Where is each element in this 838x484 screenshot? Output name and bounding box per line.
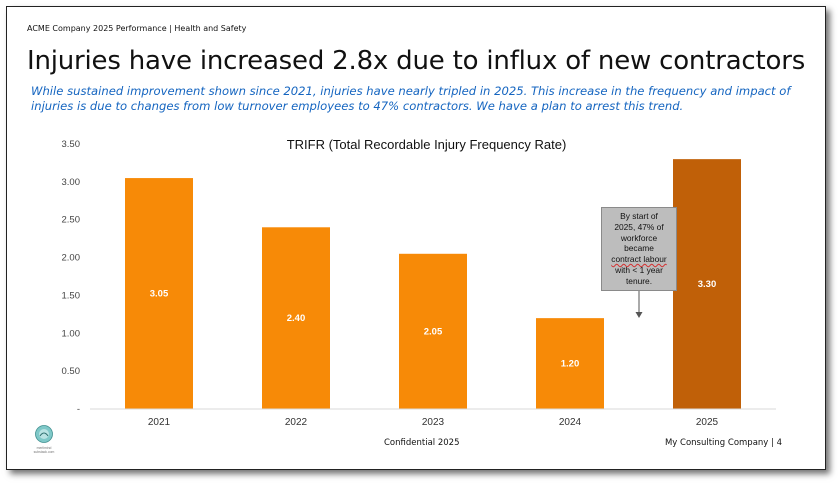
callout-line: By start of xyxy=(620,211,658,221)
subtitle: While sustained improvement shown since … xyxy=(31,84,791,113)
data-label: 3.30 xyxy=(698,279,717,290)
y-tick-label: - xyxy=(77,404,80,415)
chart-title: TRIFR (Total Recordable Injury Frequency… xyxy=(286,137,567,152)
y-tick-label: 2.50 xyxy=(62,215,81,226)
callout-line: became xyxy=(624,243,654,254)
logo-text: merlimind substack.com xyxy=(22,446,66,454)
y-tick-label: 3.00 xyxy=(62,177,81,188)
callout-line: tenure. xyxy=(625,275,653,286)
logo-text-line: merlimind xyxy=(36,446,52,450)
x-tick-label: 2021 xyxy=(148,417,171,428)
data-label: 1.20 xyxy=(561,359,580,370)
y-tick-label: 1.50 xyxy=(62,290,81,301)
x-tick-label: 2022 xyxy=(285,417,308,428)
y-tick-label: 3.50 xyxy=(62,139,81,150)
callout-line: contract labour xyxy=(611,254,667,265)
callout-arrow-head xyxy=(635,312,643,318)
y-tick-label: 0.50 xyxy=(62,366,81,377)
footer-page-number: My Consulting Company | 4 xyxy=(664,438,782,448)
data-label: 3.05 xyxy=(150,289,169,300)
x-tick-label: 2023 xyxy=(422,417,445,428)
data-label: 2.40 xyxy=(287,313,306,324)
y-tick-label: 1.00 xyxy=(62,328,81,339)
annotation-callout: By start of 2025, 47% of workforce becam… xyxy=(601,207,677,291)
callout-line: workforce xyxy=(620,232,658,243)
bar-2021 xyxy=(125,178,193,409)
page-title: Injuries have increased 2.8x due to infl… xyxy=(27,46,806,76)
bar-2023 xyxy=(399,253,467,409)
callout-line: with < 1 year xyxy=(615,264,663,275)
brand-logo-icon xyxy=(35,425,53,443)
y-tick-label: 2.00 xyxy=(62,253,81,264)
bar-2022 xyxy=(262,227,330,409)
x-tick-label: 2025 xyxy=(696,417,719,428)
breadcrumb: ACME Company 2025 Performance | Health a… xyxy=(27,24,247,33)
logo-text-line: substack.com xyxy=(33,450,55,454)
callout-line: 2025, 47% of xyxy=(614,221,664,232)
x-tick-label: 2024 xyxy=(559,417,582,428)
bar-2025 xyxy=(673,159,741,409)
data-label: 2.05 xyxy=(424,326,443,337)
footer-confidential: Confidential 2025 xyxy=(384,438,460,448)
bar-2024 xyxy=(536,318,604,409)
